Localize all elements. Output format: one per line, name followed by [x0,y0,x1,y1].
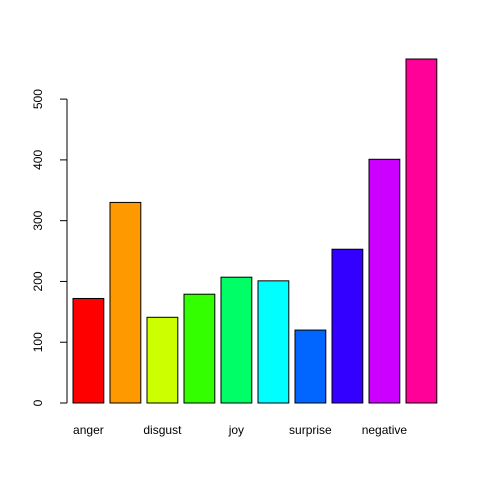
y-axis: 0 100 200 300 400 500 [31,89,68,406]
bar-negative [368,158,401,404]
y-tick-label: 200 [31,271,45,291]
x-category-label: anger [73,423,104,437]
bar-sadness [257,280,290,404]
bar-anger [72,297,105,404]
bar-anticipation [109,201,142,404]
bars [72,58,438,404]
y-tick-label: 0 [31,399,45,406]
x-axis-labels: anger disgust joy surprise negative [73,423,407,437]
x-category-label: joy [228,423,244,437]
bar-joy [220,276,253,404]
y-tick-label: 300 [31,210,45,230]
y-tick-label: 400 [31,150,45,170]
bar-positive [405,58,438,404]
y-tick-label: 100 [31,332,45,352]
x-category-label: surprise [289,423,332,437]
bar-trust [331,248,364,404]
x-category-label: disgust [143,423,182,437]
bar-disgust [146,316,179,404]
x-category-label: negative [362,423,408,437]
y-tick-label: 500 [31,89,45,109]
bar-surprise [294,329,327,404]
bar-fear [183,293,216,404]
